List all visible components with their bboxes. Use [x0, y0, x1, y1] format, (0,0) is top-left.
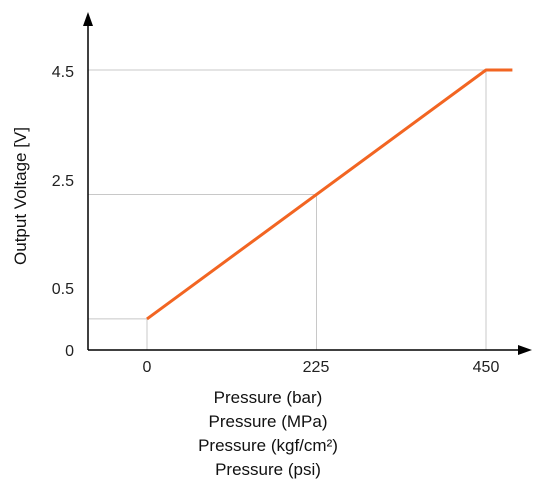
y-tick-label-0: 0 — [65, 343, 74, 360]
reference-lines — [88, 69, 487, 350]
y-axis-title: Output Voltage [V] — [11, 127, 30, 265]
x-axis-arrow — [518, 345, 532, 355]
y-tick-label-4.5: 4.5 — [52, 64, 74, 81]
series-line-0 — [146, 68, 513, 321]
x-axis-title-kgf: Pressure (kgf/cm²) — [198, 436, 338, 455]
y-axis-arrow — [83, 12, 93, 26]
x-tick-labels: 0 225 450 — [143, 359, 500, 376]
series-line-group — [146, 68, 513, 321]
y-tick-label-0.5: 0.5 — [52, 281, 74, 298]
x-axis-title-mpa: Pressure (MPa) — [208, 412, 327, 431]
x-tick-label-225: 225 — [303, 359, 330, 376]
x-tick-label-0: 0 — [143, 359, 152, 376]
y-tick-labels: 0 0.5 2.5 4.5 — [52, 64, 74, 360]
x-tick-label-450: 450 — [473, 359, 500, 376]
x-axis-title-psi: Pressure (psi) — [215, 460, 321, 479]
x-axis-title-bar: Pressure (bar) — [214, 388, 323, 407]
y-tick-label-2.5: 2.5 — [52, 173, 74, 190]
x-axis-titles: Pressure (bar) Pressure (MPa) Pressure (… — [198, 388, 338, 479]
